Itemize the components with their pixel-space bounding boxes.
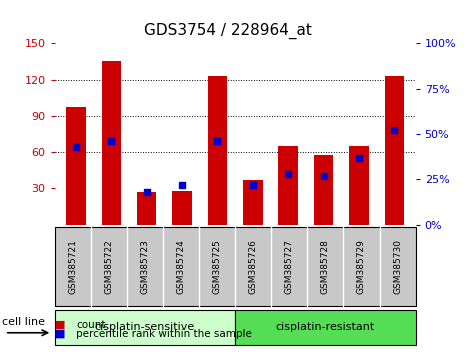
Text: GSM385722: GSM385722 [104,239,113,294]
Bar [349,146,369,225]
Point [107,138,115,144]
Bar [66,107,86,225]
Text: ■: ■ [55,320,65,330]
Bar [278,146,298,225]
Bar [314,155,333,225]
Text: GSM385730: GSM385730 [393,239,402,294]
Text: ■: ■ [55,329,65,339]
Bar [172,191,192,225]
Text: cisplatin-resistant: cisplatin-resistant [276,322,375,332]
Text: GSM385723: GSM385723 [141,239,149,294]
Point [249,182,256,188]
Text: GSM385721: GSM385721 [68,239,77,294]
Bar [385,76,404,225]
Text: GSM385724: GSM385724 [177,239,185,294]
Bar [243,180,263,225]
Point [214,138,221,144]
Bar [137,192,156,225]
Point [390,127,398,133]
Text: cisplatin-sensitive: cisplatin-sensitive [95,322,195,332]
Text: percentile rank within the sample: percentile rank within the sample [76,329,252,339]
Point [320,173,327,178]
Point [72,144,80,149]
Point [178,182,186,188]
Bar [102,61,121,225]
Text: GSM385727: GSM385727 [285,239,294,294]
Point [143,189,151,195]
Text: GDS3754 / 228964_at: GDS3754 / 228964_at [144,23,312,39]
Bar [208,76,227,225]
Text: GSM385728: GSM385728 [321,239,330,294]
Text: GSM385729: GSM385729 [357,239,366,294]
Text: count: count [76,320,105,330]
Point [285,171,292,177]
Point [355,155,363,160]
Text: GSM385726: GSM385726 [249,239,257,294]
Text: cell line: cell line [2,317,46,327]
Text: GSM385725: GSM385725 [213,239,221,294]
